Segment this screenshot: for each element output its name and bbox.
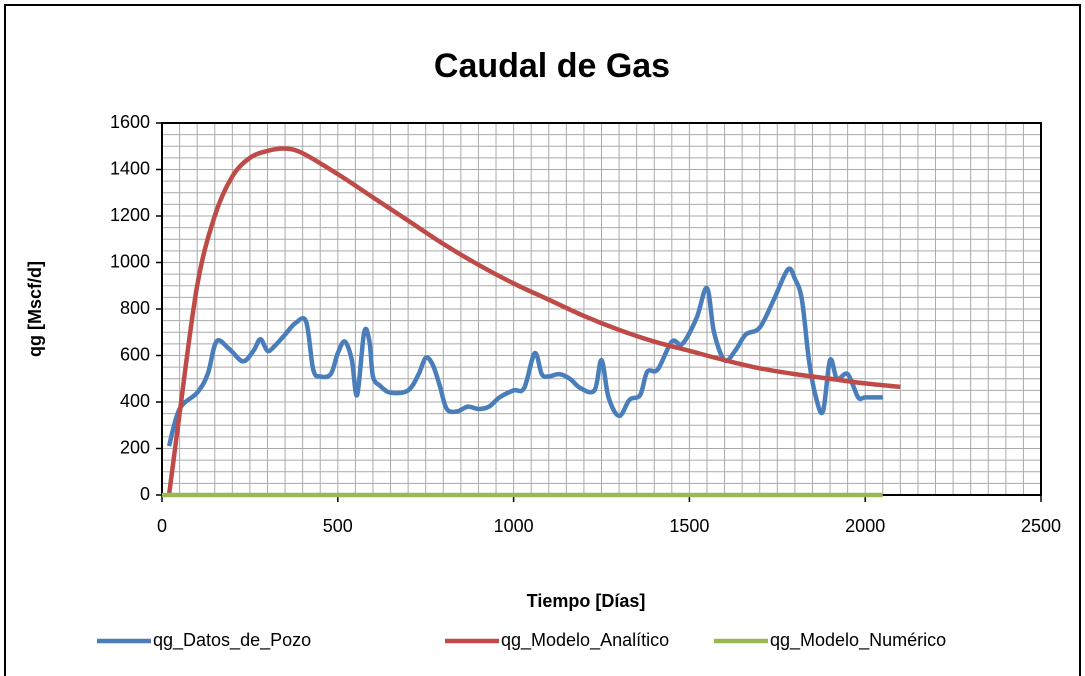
- x-tick-label: 2000: [845, 516, 885, 536]
- y-tick-label: 400: [120, 391, 150, 411]
- y-tick-label: 1000: [110, 251, 150, 271]
- series-line: [166, 266, 883, 447]
- x-tick-label: 500: [323, 516, 353, 536]
- legend-label: qg_Datos_de_Pozo: [153, 630, 311, 651]
- x-tick-label: 0: [157, 516, 167, 536]
- y-axis-title: qg [Mscf/d]: [25, 261, 45, 357]
- y-tick-label: 1600: [110, 112, 150, 132]
- x-tick-label: 1500: [669, 516, 709, 536]
- legend-label: qg_Modelo_Numérico: [770, 630, 946, 651]
- y-tick-label: 0: [140, 484, 150, 504]
- x-tick-label: 2500: [1021, 516, 1061, 536]
- legend-label: qg_Modelo_Analítico: [501, 630, 669, 651]
- y-tick-label: 200: [120, 437, 150, 457]
- x-tick-label: 1000: [494, 516, 534, 536]
- series-line: [166, 146, 901, 496]
- y-tick-label: 1200: [110, 205, 150, 225]
- y-tick-label: 800: [120, 298, 150, 318]
- y-tick-label: 1400: [110, 158, 150, 178]
- chart-title: Caudal de Gas: [434, 47, 670, 85]
- y-tick-label: 600: [120, 344, 150, 364]
- x-axis-title: Tiempo [Días]: [527, 591, 646, 611]
- chart-border: [4, 4, 1081, 676]
